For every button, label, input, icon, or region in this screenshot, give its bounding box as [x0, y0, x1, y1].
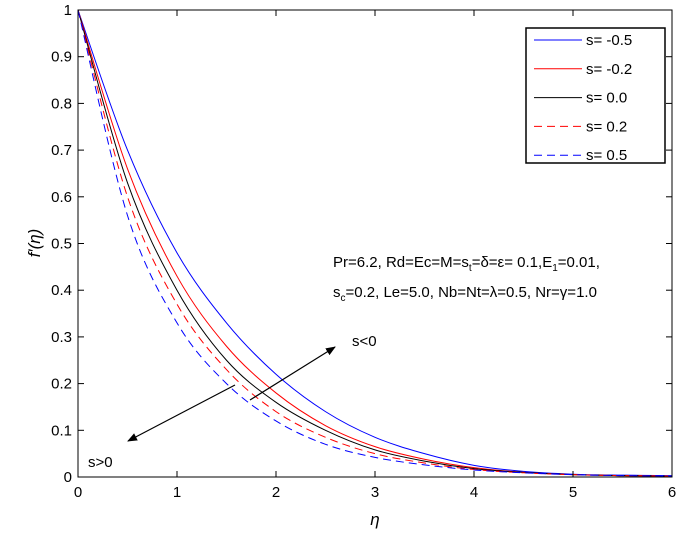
arrow-s-positive	[127, 384, 236, 442]
parameter-annotation: Pr=6.2, Rd=Ec=M=st=δ=ε= 0.1,E1=0.01, sc=…	[333, 254, 600, 304]
series-line-4	[77, 9, 673, 477]
svg-text:Pr=6.2, Rd=Ec=M=st=δ=ε= 0.1,E1: Pr=6.2, Rd=Ec=M=st=δ=ε= 0.1,E1=0.01,	[333, 254, 600, 274]
y-tick-label: 0.9	[51, 49, 72, 66]
y-tick-label: 1	[64, 2, 72, 19]
x-axis-label: η	[370, 510, 379, 529]
y-tick-label: 0.3	[51, 329, 72, 346]
x-tick-label: 5	[569, 484, 577, 501]
x-tick-label: 4	[470, 484, 478, 501]
legend-label: s= -0.5	[586, 32, 632, 49]
y-tick-label: 0.4	[51, 282, 72, 299]
x-tick-label: 2	[272, 484, 280, 501]
arrow-down-label: s>0	[88, 454, 113, 471]
y-tick-label: 0	[64, 469, 72, 486]
y-tick-label: 0.1	[51, 422, 72, 439]
x-tick-label: 1	[173, 484, 181, 501]
x-tick-label: 3	[371, 484, 379, 501]
legend-label: s= -0.2	[586, 61, 632, 78]
y-tick-label: 0.5	[51, 236, 72, 253]
legend-label: s= 0.0	[586, 90, 627, 107]
y-tick-label: 0.6	[51, 189, 72, 206]
y-axis-label: f′(η)	[25, 229, 44, 258]
legend-label: s= 0.5	[586, 147, 627, 164]
legend-box	[525, 27, 666, 164]
arrow-s-negative	[249, 346, 336, 401]
y-tick-label: 0.7	[51, 142, 72, 159]
x-tick-label: 0	[74, 484, 82, 501]
legend-label: s= 0.2	[586, 118, 627, 135]
arrow-up-label: s<0	[352, 333, 377, 350]
legend: s= -0.5 s= -0.2 s= 0.0 s= 0.2 s= 0.5	[525, 27, 666, 164]
y-tick-label: 0.2	[51, 376, 72, 393]
svg-text:sc=0.2, Le=5.0, Nb=Nt=λ=0.5, N: sc=0.2, Le=5.0, Nb=Nt=λ=0.5, Nr=γ=1.0	[333, 284, 597, 304]
x-tick-label: 6	[668, 484, 676, 501]
y-tick-label: 0.8	[51, 95, 72, 112]
